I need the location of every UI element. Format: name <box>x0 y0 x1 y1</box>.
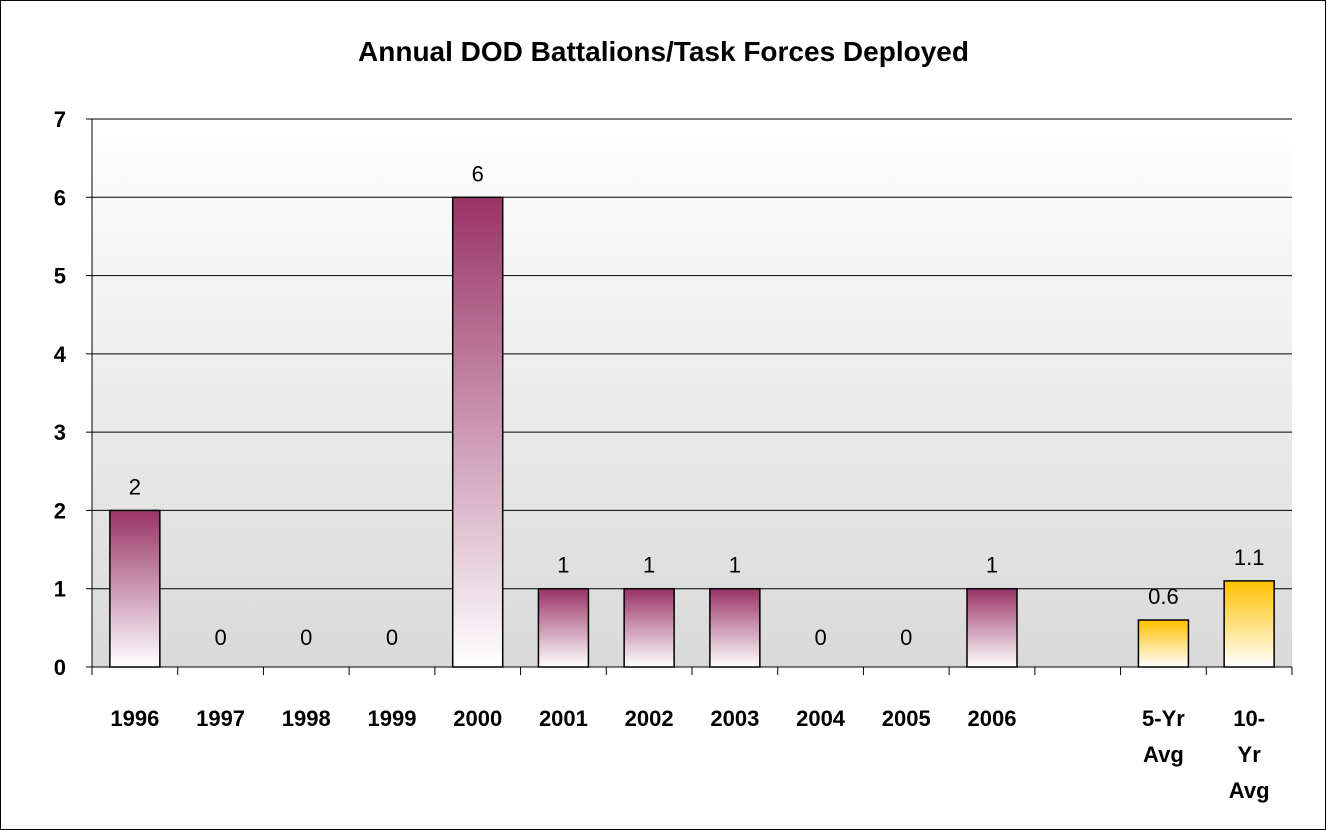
x-tick-label: 1997 <box>196 706 245 731</box>
x-tick-label: 2003 <box>710 706 759 731</box>
x-tick-label: 5-Yr <box>1142 706 1185 731</box>
x-tick-label: 2006 <box>968 706 1017 731</box>
y-tick-label: 5 <box>54 264 66 289</box>
bar <box>1223 580 1275 668</box>
x-tick-label: 2002 <box>625 706 674 731</box>
data-label: 1 <box>729 553 741 578</box>
bar <box>623 587 675 668</box>
x-tick-label: Yr <box>1238 742 1262 767</box>
x-tick-label: 2005 <box>882 706 931 731</box>
chart-title: Annual DOD Battalions/Task Forces Deploy… <box>358 36 969 67</box>
bar <box>709 587 761 668</box>
y-tick-label: 0 <box>54 655 66 680</box>
data-label: 0.6 <box>1148 584 1179 609</box>
y-tick-label: 4 <box>54 342 67 367</box>
y-tick-label: 6 <box>54 185 66 210</box>
y-tick-label: 3 <box>54 420 66 445</box>
x-tick-label: 2004 <box>796 706 846 731</box>
x-tick-label: 2000 <box>453 706 502 731</box>
data-label: 0 <box>300 625 312 650</box>
x-tick-label: Avg <box>1143 742 1184 767</box>
data-label: 1 <box>557 553 569 578</box>
data-label: 1 <box>643 553 655 578</box>
x-tick-label: 10- <box>1233 706 1265 731</box>
data-label: 2 <box>129 474 141 499</box>
x-tick-label: 1999 <box>368 706 417 731</box>
bar <box>537 587 590 668</box>
x-tick-label: 1998 <box>282 706 331 731</box>
bar <box>966 587 1018 668</box>
data-label: 0 <box>214 625 226 650</box>
data-label: 1 <box>986 553 998 578</box>
data-label: 0 <box>900 625 912 650</box>
y-tick-label: 1 <box>54 577 66 602</box>
plot-area <box>92 119 1292 667</box>
bar <box>109 509 161 668</box>
data-label: 1.1 <box>1234 545 1265 570</box>
data-label: 6 <box>472 161 484 186</box>
data-label: 0 <box>814 625 826 650</box>
x-tick-label: 1996 <box>110 706 159 731</box>
x-tick-label: 2001 <box>539 706 588 731</box>
y-tick-label: 7 <box>54 107 66 132</box>
bar <box>1137 619 1190 668</box>
data-label: 0 <box>386 625 398 650</box>
bar <box>451 196 504 668</box>
y-tick-label: 2 <box>54 498 66 523</box>
x-tick-label: Avg <box>1229 778 1270 803</box>
